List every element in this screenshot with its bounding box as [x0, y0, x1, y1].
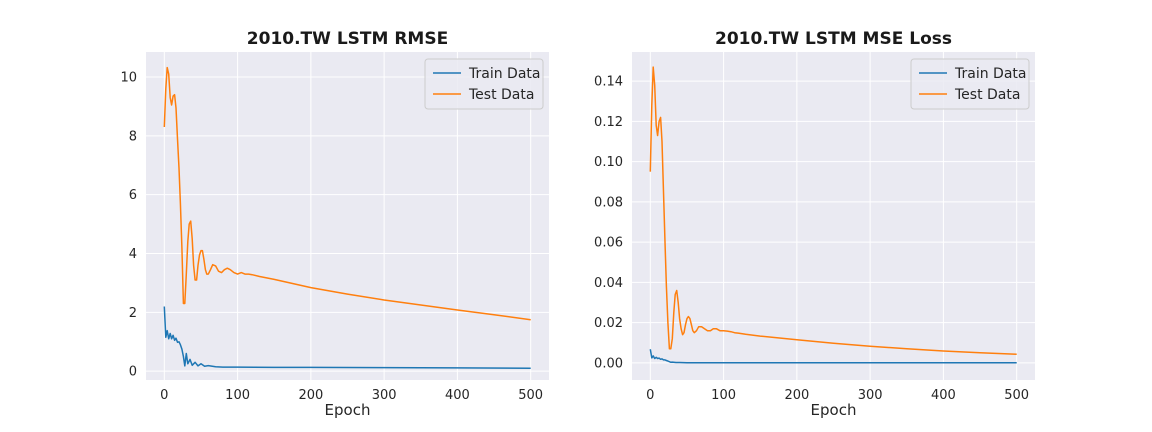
y-tick-label: 6	[129, 188, 137, 203]
y-tick-label: 0.12	[594, 115, 623, 130]
x-tick-label: 500	[518, 388, 543, 403]
series-line-test-data	[163, 66, 531, 321]
x-tick-label: 300	[372, 388, 397, 403]
y-tick-label: 0.06	[594, 236, 623, 251]
x-tick-label: 300	[858, 388, 883, 403]
legend-label: Test Data	[954, 87, 1020, 103]
y-tick-label: 0.10	[594, 155, 623, 170]
y-tick-label: 0.14	[594, 75, 623, 90]
y-tick-label: 0	[129, 365, 137, 380]
y-tick-label: 10	[120, 71, 137, 86]
y-tick-label: 0.04	[594, 276, 623, 291]
x-tick-label: 100	[225, 388, 250, 403]
y-tick-label: 2	[129, 306, 137, 321]
x-tick-label: 200	[784, 388, 809, 403]
chart-rmse: 2010.TW LSTM RMSE Epoch 0 100 200 300 400 500…	[120, 29, 549, 419]
chart-title: 2010.TW LSTM RMSE	[247, 29, 448, 49]
legend: Train Data Test Data	[910, 58, 1030, 110]
legend-box	[424, 58, 544, 110]
x-tick-label: 0	[160, 388, 168, 403]
series-line-train-data	[649, 349, 1017, 364]
chart-title: 2010.TW LSTM MSE Loss	[715, 29, 952, 49]
x-tick-label: 400	[445, 388, 470, 403]
y-tick-label: 0.00	[594, 356, 623, 371]
y-tick-label: 4	[129, 247, 137, 262]
legend-label: Train Data	[468, 66, 540, 82]
x-axis-label: Epoch	[811, 401, 857, 419]
x-tick-label: 500	[1004, 388, 1029, 403]
y-tick-label: 8	[129, 129, 137, 144]
legend: Train Data Test Data	[424, 58, 544, 110]
x-tick-label: 0	[646, 388, 654, 403]
x-axis-label: Epoch	[325, 401, 371, 419]
x-tick-label: 200	[298, 388, 323, 403]
legend-label: Train Data	[954, 66, 1026, 82]
y-tick-label: 0.02	[594, 316, 623, 331]
x-tick-label: 100	[711, 388, 736, 403]
legend-label: Test Data	[468, 87, 534, 103]
chart-mse-loss: 2010.TW LSTM MSE Loss Epoch 0 100 200 300 40…	[594, 29, 1035, 419]
series-line-train-data	[163, 306, 531, 369]
legend-box	[910, 58, 1030, 110]
y-tick-label: 0.08	[594, 195, 623, 210]
x-tick-label: 400	[931, 388, 956, 403]
grid	[146, 52, 549, 380]
series-line-test-data	[649, 66, 1017, 355]
